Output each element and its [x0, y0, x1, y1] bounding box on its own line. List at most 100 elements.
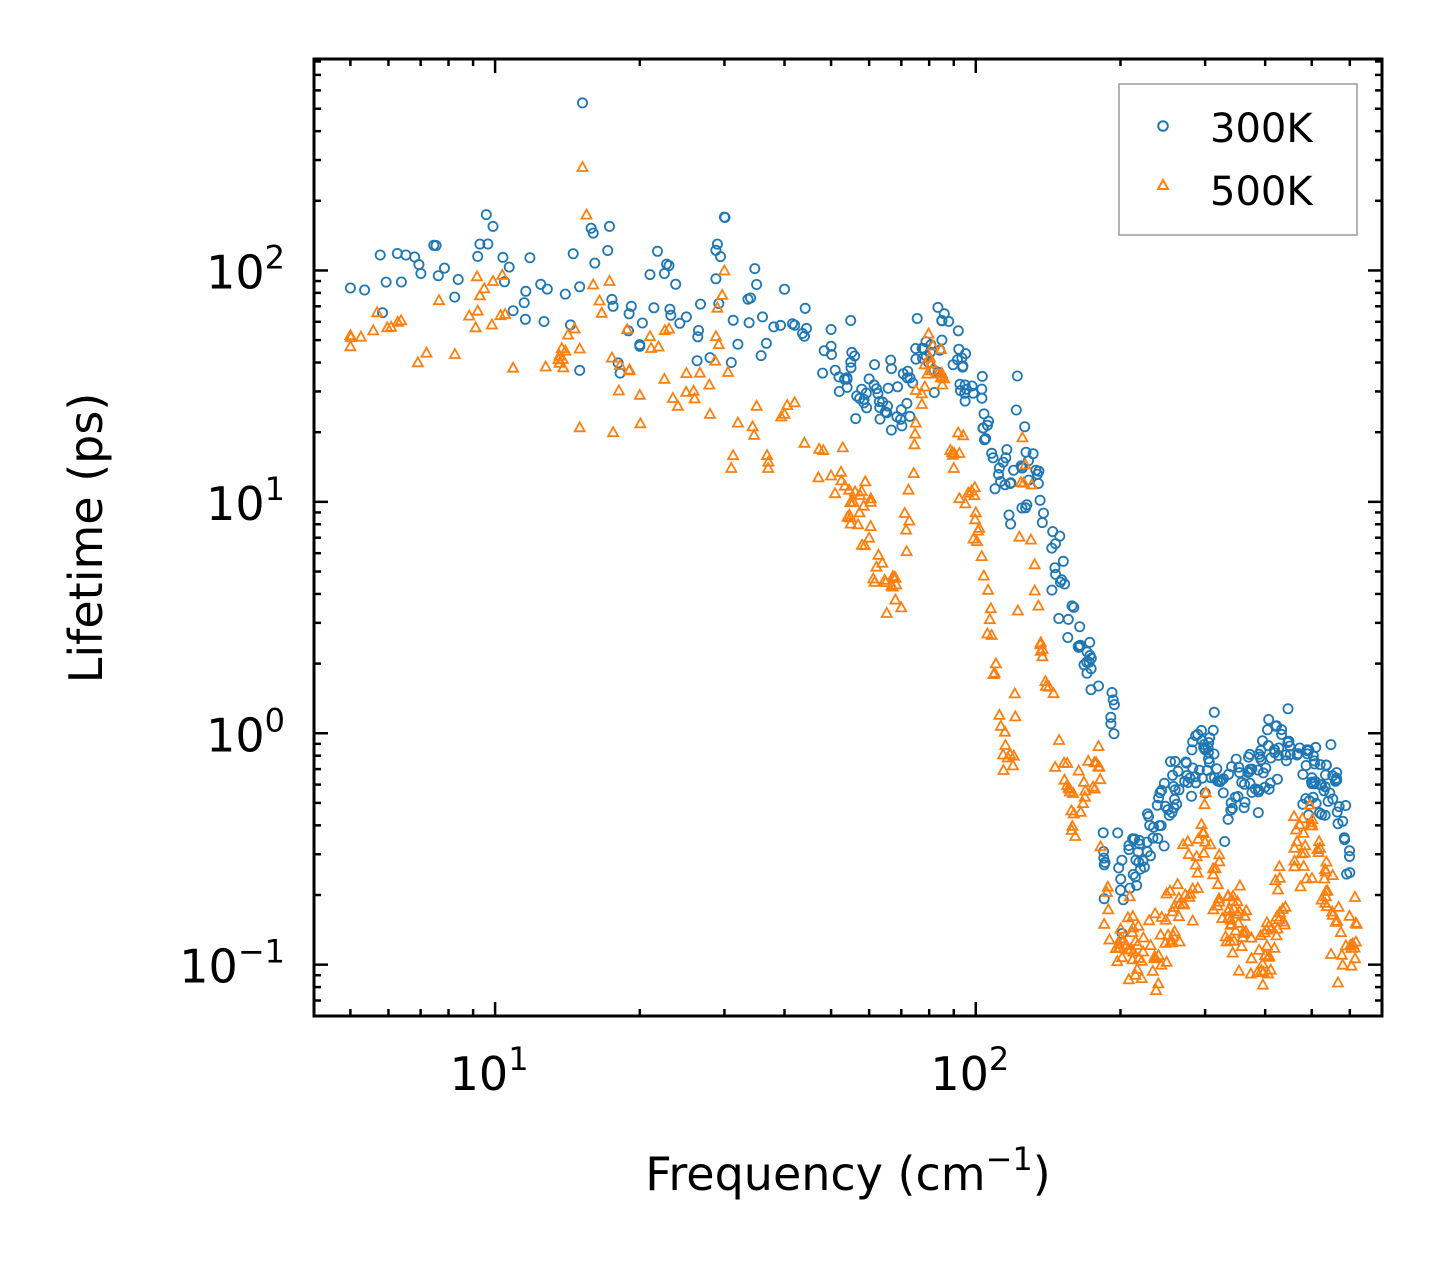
data-point-500k: [657, 372, 671, 384]
data-point-500k: [1206, 867, 1220, 880]
data-point-500k: [579, 207, 594, 220]
data-point-300k: [1166, 807, 1178, 819]
data-point-500k: [887, 569, 902, 582]
data-point-300k: [1226, 802, 1238, 814]
data-point-500k: [679, 385, 693, 397]
data-point-300k: [1131, 879, 1143, 891]
data-point-300k: [1300, 760, 1312, 772]
data-point-500k: [1211, 877, 1225, 890]
data-point-300k: [751, 278, 763, 290]
data-point-300k: [1244, 763, 1256, 775]
data-point-500k: [1212, 847, 1226, 860]
data-point-300k: [474, 238, 486, 250]
data-point-500k: [575, 160, 590, 172]
data-point-500k: [875, 555, 889, 568]
data-point-500k: [1001, 750, 1015, 763]
tick-labels: 101 102 10−1 100 101 102: [179, 238, 1009, 1101]
data-point-500k: [1048, 760, 1062, 772]
data-point-300k: [1276, 728, 1288, 740]
data-point-500k: [1189, 857, 1203, 870]
data-point-500k: [1006, 758, 1020, 771]
data-point-300k: [1106, 687, 1118, 699]
data-point-300k: [1056, 574, 1068, 586]
data-point-300k: [980, 433, 992, 445]
data-point-300k: [1186, 744, 1198, 756]
data-point-500k: [1012, 529, 1026, 542]
data-point-500k: [1168, 924, 1182, 937]
data-point-300k: [1339, 834, 1351, 846]
data-point-500k: [1226, 945, 1240, 958]
data-point-500k: [1076, 796, 1090, 808]
data-point-500k: [724, 461, 738, 473]
data-point-300k: [1217, 787, 1229, 799]
data-point-300k: [826, 348, 838, 360]
data-point-300k: [1005, 477, 1017, 489]
data-point-500k: [1326, 907, 1340, 920]
data-point-300k: [487, 220, 499, 232]
data-point-500k: [836, 440, 850, 453]
data-point-500k: [556, 360, 570, 373]
data-point-300k: [952, 325, 964, 337]
data-point-500k: [1203, 837, 1217, 850]
data-point-300k: [607, 300, 619, 312]
data-point-300k: [400, 249, 412, 261]
data-point-500k: [866, 571, 880, 584]
data-point-300k: [850, 413, 862, 425]
data-point-300k: [497, 251, 509, 263]
data-point-300k: [1291, 749, 1303, 761]
data-point-500k: [391, 315, 405, 327]
data-point-300k: [1257, 735, 1269, 747]
data-point-300k: [1005, 518, 1017, 530]
data-point-500k: [902, 513, 916, 526]
data-point-500k: [1163, 935, 1177, 948]
data-point-500k: [1232, 963, 1246, 976]
data-point-300k: [1226, 761, 1238, 773]
data-point-500k: [834, 464, 848, 477]
data-point-500k: [918, 379, 932, 392]
data-point-300k: [874, 413, 886, 425]
data-point-300k: [817, 367, 829, 379]
data-point-500k: [843, 510, 857, 523]
data-point-500k: [1186, 913, 1200, 926]
data-point-300k: [380, 276, 392, 288]
data-point-300k: [1236, 776, 1248, 788]
data-point-500k: [898, 506, 912, 518]
data-point-300k: [882, 400, 894, 412]
data-point-300k: [986, 447, 998, 459]
data-point-500k: [568, 321, 582, 334]
data-point-300k: [374, 249, 386, 261]
data-point-300k: [904, 410, 916, 422]
data-point-500k: [1123, 889, 1137, 902]
data-point-500k: [920, 366, 934, 379]
data-point-300k: [896, 420, 908, 432]
data-point-500k: [1074, 804, 1088, 817]
data-point-300k: [1322, 795, 1334, 807]
data-point-300k: [1271, 773, 1283, 785]
data-point-500k: [462, 308, 476, 321]
data-point-500k: [824, 468, 838, 481]
data-point-300k: [1325, 739, 1337, 751]
data-point-500k: [1254, 963, 1268, 976]
data-point-500k: [1297, 859, 1311, 871]
data-point-300k: [1260, 762, 1272, 774]
data-point-300k: [1152, 832, 1164, 844]
data-point-300k: [854, 392, 866, 404]
data-point-500k: [1262, 949, 1276, 962]
data-point-500k: [961, 485, 975, 498]
data-point-500k: [894, 600, 908, 613]
data-point-300k: [376, 307, 388, 319]
data-point-300k: [1038, 507, 1050, 519]
data-point-500k: [1348, 890, 1362, 902]
data-point-300k: [1306, 776, 1318, 788]
data-point-300k: [1143, 810, 1155, 822]
data-point-500k: [1173, 934, 1187, 947]
data-point-300k: [798, 330, 810, 342]
series-500k: [343, 160, 1364, 995]
data-point-300k: [1273, 742, 1285, 754]
data-point-500k: [710, 300, 724, 313]
data-point-500k: [1295, 811, 1310, 824]
data-point-500k: [834, 473, 848, 486]
data-point-500k: [1128, 967, 1142, 980]
data-point-300k: [904, 372, 916, 384]
data-point-500k: [1160, 955, 1174, 967]
